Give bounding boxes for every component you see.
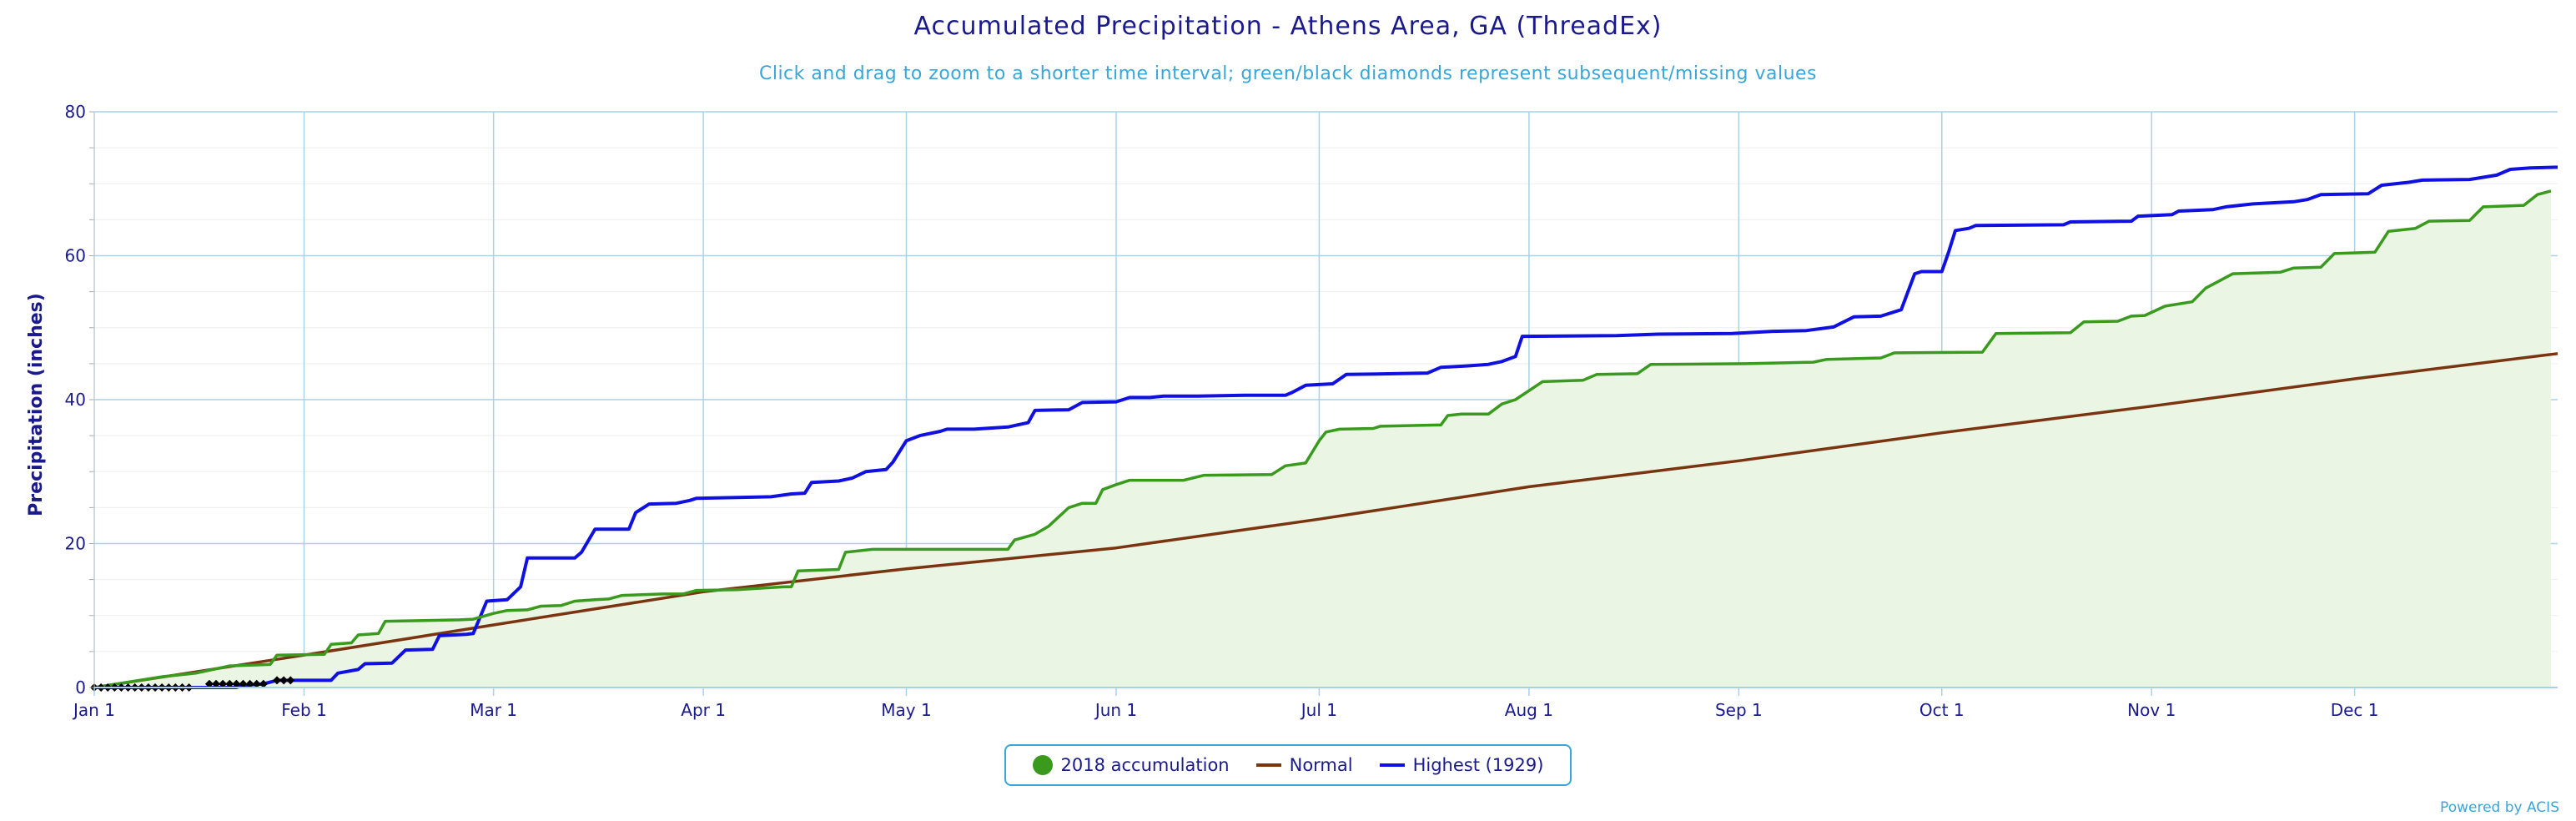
legend-item-accumulation[interactable]: 2018 accumulation [1032,755,1230,775]
chart-subtitle: Click and drag to zoom to a shorter time… [758,63,1818,84]
series-line-normal[interactable] [93,352,2558,689]
x-tick-label: Jan 1 [72,700,115,720]
missing-value-marker [279,676,289,685]
x-tick-label: Aug 1 [1505,700,1553,720]
y-tick-label: 40 [65,390,86,410]
missing-value-marker [232,679,241,688]
legend-swatch-normal [1255,763,1281,767]
series-line-highest[interactable] [94,165,2558,689]
x-tick-label: Jul 1 [1300,700,1337,720]
legend-label-accumulation: 2018 accumulation [1060,755,1230,775]
x-tick-label: May 1 [881,700,931,720]
series-line-accumulation[interactable] [93,189,2552,689]
y-tick-label: 80 [65,102,86,122]
legend-label-highest: Highest (1929) [1412,755,1544,775]
x-tick-label: Feb 1 [281,700,327,720]
missing-value-marker [273,676,282,685]
x-tick-label: Apr 1 [681,700,726,720]
legend-item-normal[interactable]: Normal [1255,755,1353,775]
legend-label-normal: Normal [1289,755,1353,775]
x-tick-label: Jun 1 [1094,700,1137,720]
chart-legend: 2018 accumulation Normal Highest (1929) [1004,744,1572,786]
legend-swatch-highest [1379,763,1405,767]
x-tick-label: Oct 1 [1919,700,1965,720]
chart-title: Accumulated Precipitation - Athens Area,… [913,12,1663,41]
missing-value-marker [204,679,214,688]
x-tick-label: Sep 1 [1715,700,1763,720]
y-axis-label: Precipitation (inches) [26,293,47,516]
axis-layer: 0 20 40 60 80 Jan 1 Feb 1 Mar 1 Apr 1 May 1 Jun 1 J… [65,102,2558,720]
y-tick-label: 0 [75,677,86,698]
x-tick-label: Dec 1 [2331,700,2379,720]
accumulation-area-fill [94,190,2551,688]
missing-value-marker [252,679,261,688]
y-tick-label: 20 [65,534,86,554]
acis-credit-link[interactable]: Powered by ACIS [2440,799,2559,816]
legend-swatch-accumulation [1032,755,1053,775]
missing-value-marker [245,679,254,688]
series-layer [93,165,2558,689]
missing-value-marker [212,679,221,688]
missing-markers [90,676,295,692]
y-tick-label: 60 [65,246,86,266]
missing-value-marker [225,679,234,688]
missing-value-marker [259,679,268,688]
missing-value-marker [219,679,228,688]
chart-plot[interactable]: 0 20 40 60 80 Jan 1 Feb 1 Mar 1 Apr 1 May 1 Jun 1 J… [0,0,2576,751]
x-tick-label: Nov 1 [2127,700,2176,720]
x-tick-label: Mar 1 [470,700,517,720]
missing-value-marker [286,676,295,685]
legend-item-highest[interactable]: Highest (1929) [1379,755,1544,775]
missing-value-marker [239,679,248,688]
